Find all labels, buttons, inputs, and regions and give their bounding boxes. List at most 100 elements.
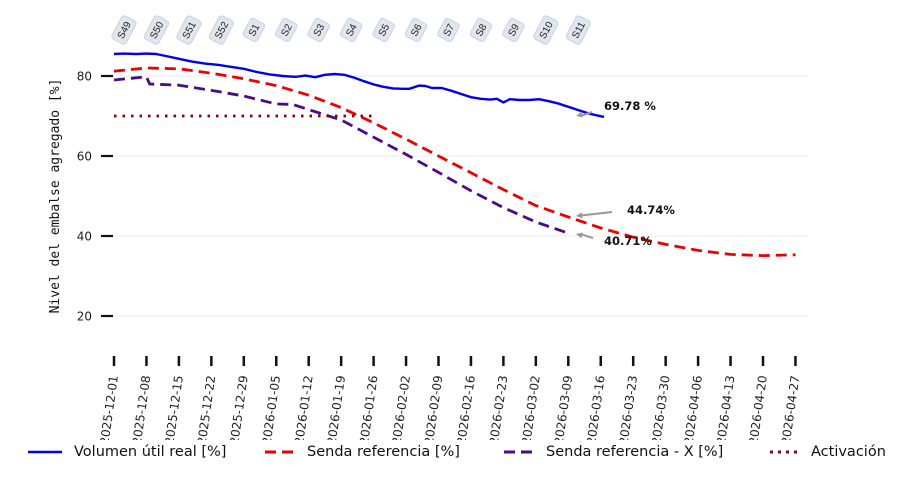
week-badge-bg <box>533 15 559 45</box>
week-label: S8 <box>474 22 490 38</box>
legend-label: Senda referencia - X [%] <box>546 444 724 460</box>
x-tick-label: 2025-12-01 <box>97 374 121 440</box>
week-badge: S50 <box>143 15 170 45</box>
legend-item-senda-x[interactable]: Senda referencia - X [%] <box>504 441 723 463</box>
week-badge-bg <box>143 15 170 45</box>
y-axis-label: Nivel del embalse agregado [%] <box>48 79 63 314</box>
legend-item-volumen[interactable]: Volumen útil real [%] <box>28 441 226 463</box>
week-badge-bg <box>307 17 330 43</box>
y-tick-label: 20 <box>77 310 92 324</box>
legend-label: Volumen útil real [%] <box>74 444 227 460</box>
y-tick-label: 40 <box>77 230 92 244</box>
week-badge: S10 <box>533 15 559 45</box>
arrow-head-icon <box>576 111 583 118</box>
x-tick-label: 2025-12-29 <box>227 374 251 440</box>
week-label: S3 <box>312 22 328 38</box>
x-tick-label: 2025-12-22 <box>195 374 219 440</box>
week-label: S4 <box>344 22 360 38</box>
week-label: S6 <box>409 22 425 38</box>
annotations: 69.78 % 44.74% 40.71% <box>576 99 675 248</box>
week-badge-bg <box>275 17 298 43</box>
week-badge-bg <box>339 17 363 43</box>
annotation: 69.78 % <box>576 99 656 118</box>
week-badge-bg <box>565 15 591 45</box>
legend-swatch-dotted-darkred <box>770 450 799 454</box>
x-tick-label: 2026-03-30 <box>649 374 673 440</box>
grid-lines <box>108 75 808 317</box>
legend-label: Activación <box>811 444 886 460</box>
legend-swatch-dashed-purple <box>504 450 534 454</box>
legend-item-activacion[interactable]: Activación <box>769 441 886 463</box>
week-badge-bg <box>242 17 266 43</box>
y-tick-label: 60 <box>77 150 92 164</box>
week-badge-bg <box>111 15 137 45</box>
x-tick-label: 2026-04-06 <box>681 374 705 440</box>
x-tick-label: 2026-02-02 <box>389 374 413 440</box>
week-badge: S8 <box>469 17 493 43</box>
annotation-label: 40.71% <box>604 234 652 248</box>
week-badge: S51 <box>176 15 202 45</box>
series-lines <box>113 52 796 257</box>
annotation-arrow-line <box>581 211 613 217</box>
x-tick-label: 2026-03-16 <box>584 374 608 440</box>
week-badge-bg <box>372 17 395 43</box>
x-tick-label: 2026-01-26 <box>357 374 381 440</box>
x-tick-label: 2026-04-13 <box>714 374 738 440</box>
week-badge-bg <box>176 15 202 45</box>
x-axis: 2025-12-01 2025-12-08 2025-12-15 2025-12-22… <box>97 356 802 440</box>
arrow-head-icon <box>576 232 583 239</box>
week-badge-bg <box>502 17 525 43</box>
week-badge: S3 <box>307 17 330 43</box>
y-tick-label: 80 <box>77 70 92 84</box>
week-badge: S2 <box>275 17 298 43</box>
legend-item-senda[interactable]: Senda referencia [%] <box>265 441 460 463</box>
annotation-arrow-line <box>581 111 593 117</box>
week-badge: S49 <box>111 15 137 45</box>
week-labels: S49 S50 S51 S52 S1 S2 S3 S4 S5 S6 S7 S8 S9 S10 S11 <box>111 15 591 45</box>
week-label: S1 <box>247 22 263 38</box>
week-badge: S4 <box>339 17 363 43</box>
x-tick-label: 2026-01-05 <box>260 374 284 440</box>
x-tick-label: 2026-02-09 <box>422 374 446 440</box>
week-label: S2 <box>279 22 295 38</box>
x-tick-label: 2025-12-08 <box>130 374 154 440</box>
legend: Volumen útil real [%] Senda referencia [… <box>0 441 921 465</box>
week-badge-bg <box>437 17 460 43</box>
x-tick-label: 2025-12-15 <box>162 374 186 440</box>
week-badge-bg <box>404 17 428 43</box>
x-tick-label: 2026-03-23 <box>617 374 641 440</box>
week-label: S9 <box>507 22 523 38</box>
week-badge: S7 <box>437 17 460 43</box>
x-tick-label: 2026-03-02 <box>519 374 543 440</box>
week-badge: S1 <box>242 17 266 43</box>
annotation: 40.71% <box>576 232 652 248</box>
series-line-0 <box>113 52 605 119</box>
x-tick-label: 2026-01-19 <box>325 374 349 440</box>
week-badge-bg <box>208 15 234 45</box>
week-label: S5 <box>377 22 393 38</box>
week-label: S7 <box>442 22 458 38</box>
x-tick-label: 2026-01-12 <box>292 374 316 440</box>
legend-swatch-solid-blue <box>28 450 62 454</box>
annotation-label: 44.74% <box>627 203 675 217</box>
week-badge: S6 <box>404 17 428 43</box>
annotation-arrow-line <box>581 233 594 239</box>
week-badge-bg <box>469 17 493 43</box>
week-badge: S11 <box>565 15 591 45</box>
week-badge: S52 <box>208 15 234 45</box>
series-line-2 <box>113 75 569 235</box>
arrow-head-icon <box>576 212 583 219</box>
annotation-label: 69.78 % <box>604 99 656 113</box>
x-tick-label: 2026-02-16 <box>454 374 478 440</box>
week-badge: S9 <box>502 17 525 43</box>
x-tick-label: 2026-02-23 <box>487 374 511 440</box>
x-tick-label: 2026-03-09 <box>552 374 576 440</box>
series-line-1 <box>113 66 796 257</box>
annotation: 44.74% <box>576 203 675 219</box>
y-axis: 20 40 60 80 <box>77 70 113 324</box>
x-tick-label: 2026-04-27 <box>779 374 803 440</box>
week-badge: S5 <box>372 17 395 43</box>
x-tick-label: 2026-04-20 <box>746 374 770 440</box>
legend-label: Senda referencia [%] <box>307 444 460 460</box>
